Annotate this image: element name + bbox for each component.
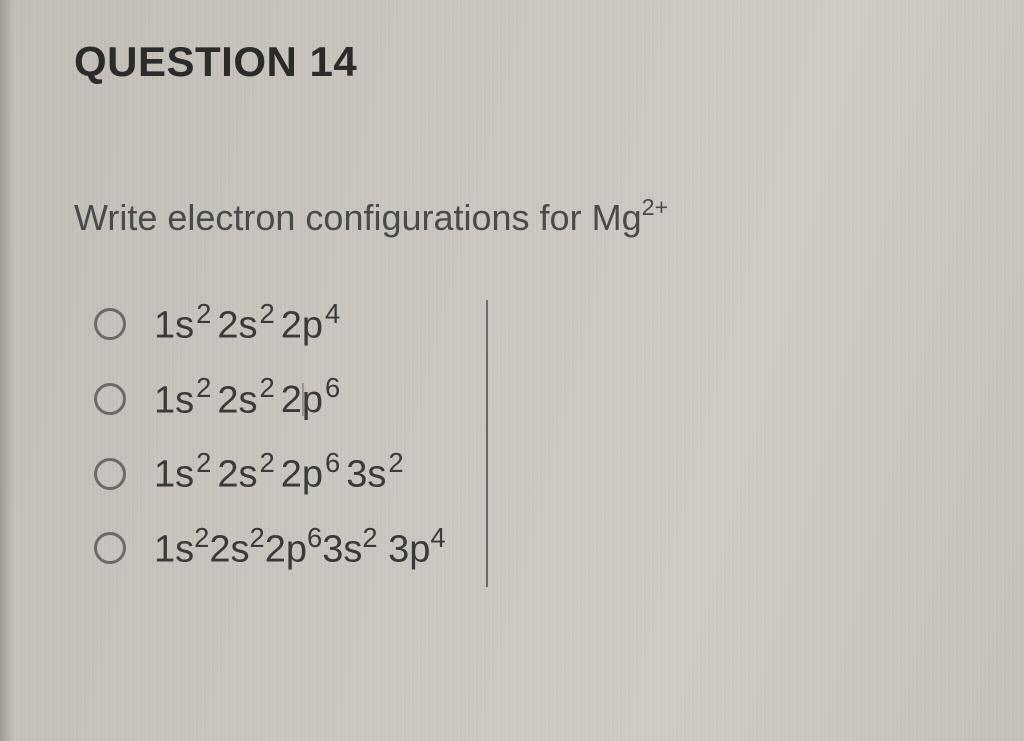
option-row-2[interactable]: 1s22s22p6 <box>94 369 446 430</box>
radio-icon[interactable] <box>94 383 126 415</box>
exponent: 2 <box>194 522 209 553</box>
exponent: 6 <box>323 372 346 403</box>
exponent: 4 <box>323 298 346 329</box>
exponent: 6 <box>323 447 346 478</box>
exponent: 4 <box>430 522 445 553</box>
orbital: 2s <box>217 454 257 496</box>
species-charge: 2+ <box>642 194 669 220</box>
option-row-4[interactable]: 1s22s22p63s2 3p4 <box>94 518 446 579</box>
option-config-4: 1s22s22p63s2 3p4 <box>154 518 446 579</box>
orbital: 3p <box>378 529 431 571</box>
question-container: QUESTION 14 Write electron configuration… <box>0 0 1024 593</box>
orbital: 2p <box>265 529 307 571</box>
exponent: 2 <box>194 298 217 329</box>
species-base: Mg <box>592 197 642 238</box>
orbital: 2p <box>281 379 323 421</box>
orbital: 1s <box>154 305 194 347</box>
exponent: 2 <box>258 298 281 329</box>
orbital: 1s <box>154 529 194 571</box>
exponent: 2 <box>194 372 217 403</box>
radio-icon[interactable] <box>94 308 126 340</box>
exponent: 6 <box>307 522 322 553</box>
vertical-divider <box>486 300 488 587</box>
options-wrap: 1s22s22p41s22s22p61s22s22p63s21s22s22p63… <box>74 294 964 593</box>
question-title: QUESTION 14 <box>74 38 964 86</box>
option-row-1[interactable]: 1s22s22p4 <box>94 294 446 355</box>
option-row-3[interactable]: 1s22s22p63s2 <box>94 443 446 504</box>
options-list: 1s22s22p41s22s22p61s22s22p63s21s22s22p63… <box>74 294 446 593</box>
orbital: 3s <box>346 454 386 496</box>
orbital: 3s <box>322 529 362 571</box>
orbital: 2p <box>281 454 323 496</box>
option-config-3: 1s22s22p63s2 <box>154 443 410 504</box>
exponent: 2 <box>258 372 281 403</box>
option-config-2: 1s22s22p6 <box>154 369 346 430</box>
orbital: 1s <box>154 454 194 496</box>
exponent: 2 <box>386 447 409 478</box>
orbital: 2p <box>281 305 323 347</box>
prompt-text: Write electron configurations for <box>74 197 592 238</box>
orbital: 2s <box>209 529 249 571</box>
exponent: 2 <box>194 447 217 478</box>
exponent: 2 <box>250 522 265 553</box>
radio-icon[interactable] <box>94 532 126 564</box>
orbital: 2s <box>217 379 257 421</box>
radio-icon[interactable] <box>94 458 126 490</box>
question-prompt: Write electron configurations for Mg2+ <box>74 196 964 239</box>
orbital: 1s <box>154 379 194 421</box>
option-config-1: 1s22s22p4 <box>154 294 346 355</box>
exponent: 2 <box>258 447 281 478</box>
exponent: 2 <box>362 522 377 553</box>
orbital: 2s <box>217 305 257 347</box>
